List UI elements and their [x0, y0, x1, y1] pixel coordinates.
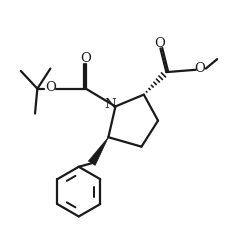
Text: O: O	[80, 52, 91, 65]
Polygon shape	[88, 137, 108, 165]
Text: O: O	[194, 62, 205, 75]
Text: N: N	[104, 98, 116, 111]
Text: O: O	[46, 81, 57, 94]
Text: O: O	[154, 37, 165, 50]
